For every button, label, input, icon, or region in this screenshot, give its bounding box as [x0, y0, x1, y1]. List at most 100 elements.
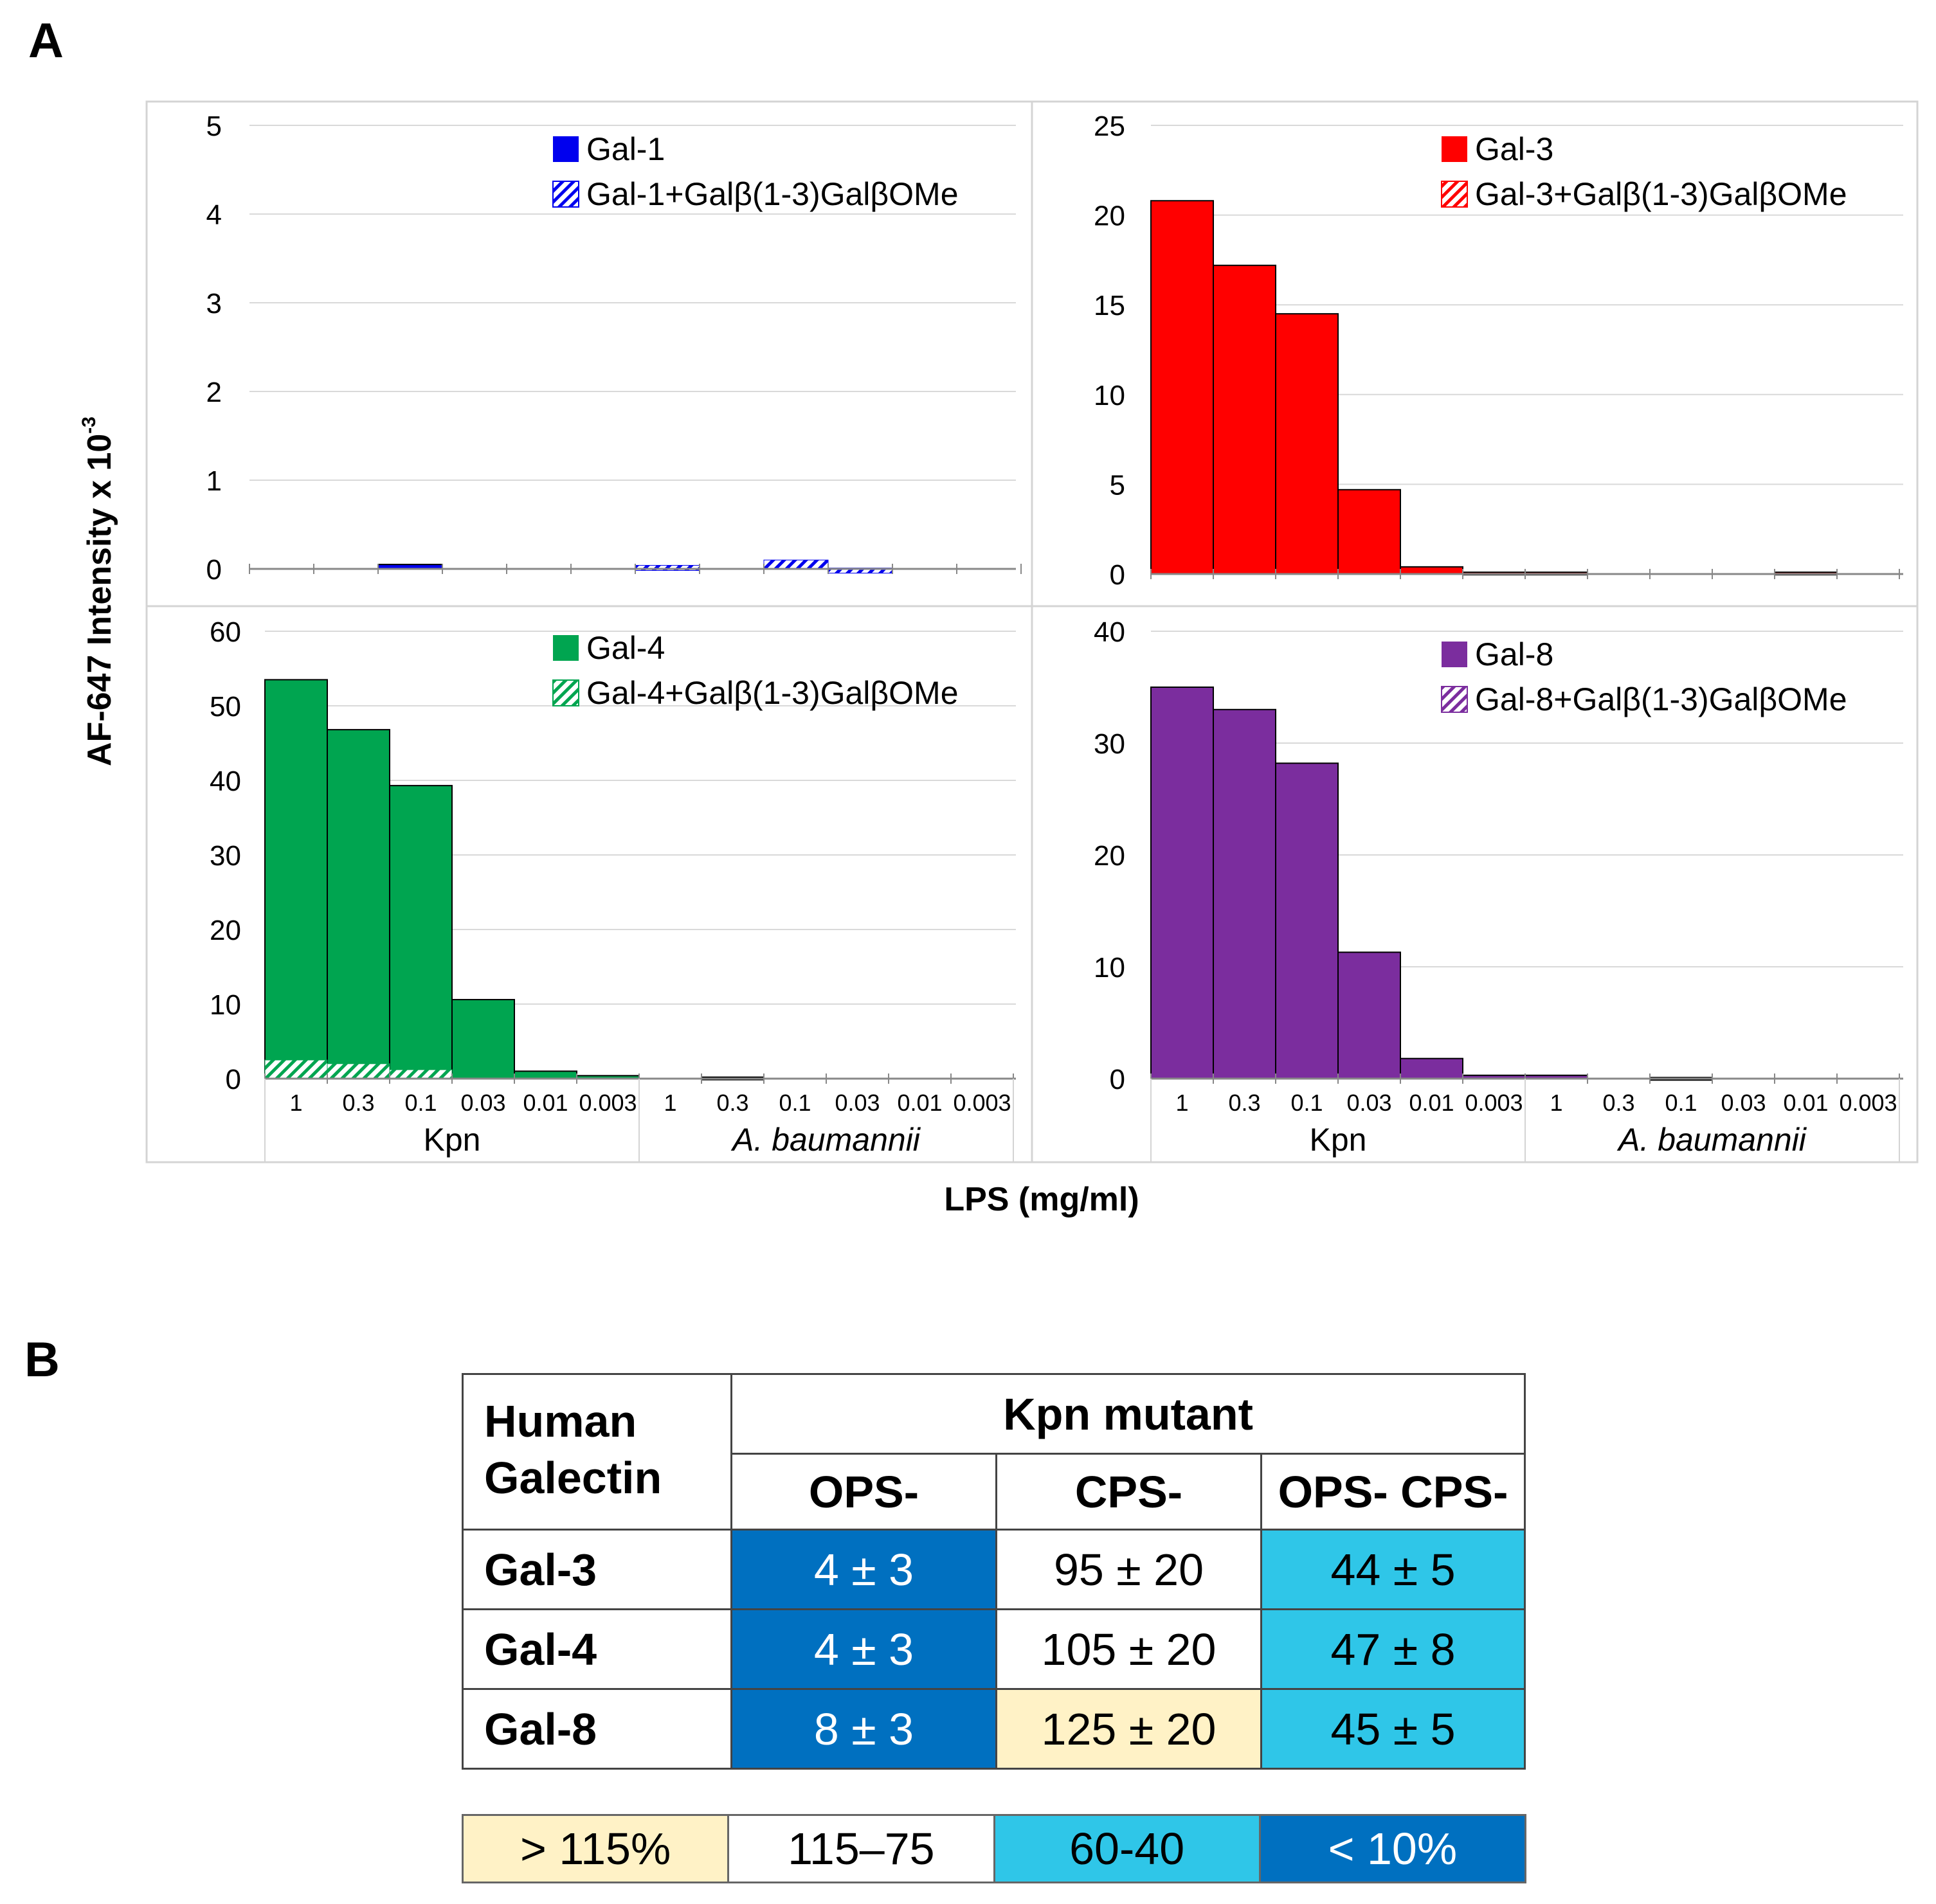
x-tick-label: 0.3 [1228, 1090, 1260, 1116]
legend-label: Gal-4+Galβ(1-3)GalβOMe [586, 675, 959, 711]
bar-gal-4-inhibited [264, 1059, 328, 1079]
bar-gal-8 [1400, 1057, 1463, 1080]
legend-swatch-hatched [552, 679, 579, 706]
x-tick-label: 1 [1550, 1090, 1562, 1116]
y-tick-label: 15 [1094, 290, 1125, 321]
legend-swatch-hatched [1441, 181, 1468, 208]
x-tick-label: 0.01 [523, 1090, 568, 1116]
chart-gal3: 0 5 10 15 20 25 Gal-3 Gal-3+Galβ(1-3)GalβOMe [1094, 111, 1903, 591]
kpn-mutant-header: Kpn mutant [730, 1373, 1526, 1455]
bar-gal-8 [1275, 762, 1339, 1079]
row-header-gal3: Gal-3 [462, 1529, 732, 1610]
cell-gal8-cps: 125 ± 20 [995, 1688, 1262, 1770]
bar-gal-1-inhibited [763, 559, 829, 570]
y-tick-label: 60 [210, 616, 241, 648]
y-tick-label: 0 [206, 554, 222, 586]
x-tick-label: 0.01 [1409, 1090, 1454, 1116]
y-tick-label: 10 [1094, 952, 1125, 983]
cell-gal4-cps: 105 ± 20 [995, 1608, 1262, 1690]
cell-gal3-ops: 4 ± 3 [730, 1529, 997, 1610]
panel-a-label: A [28, 13, 64, 68]
x-tick-label: 0.03 [1346, 1090, 1391, 1116]
x-tick-label: 0.003 [1465, 1090, 1523, 1116]
table-row: Gal-8 8 ± 3 125 ± 20 45 ± 5 [462, 1688, 1526, 1770]
bar-gal-8 [1337, 951, 1401, 1079]
cell-gal4-ops: 4 ± 3 [730, 1608, 997, 1690]
y-axis-label: AF-647 Intensity x 10-3 [78, 417, 118, 766]
y-tick-label: 4 [206, 199, 222, 231]
group-label: Kpn [424, 1122, 481, 1158]
panel-a-charts: AF-647 Intensity x 10-3 LPS (mg/ml) 0 1 2 3… [78, 100, 1919, 1218]
bar-gal-3 [1400, 566, 1463, 575]
bar-gal-3 [1213, 264, 1276, 575]
y-tick-label: 20 [210, 915, 241, 946]
bar-gal-4 [514, 1070, 577, 1080]
cell-gal8-ops: 8 ± 3 [730, 1688, 997, 1770]
legend-label: Gal-1 [586, 131, 665, 167]
y-tick-label: 10 [1094, 380, 1125, 411]
y-tick-label: 1 [206, 465, 222, 497]
legend-label: Gal-3 [1475, 131, 1553, 167]
bar-gal-4 [389, 785, 453, 1079]
legend-swatch [553, 635, 579, 661]
x-tick-label: 0.03 [835, 1090, 880, 1116]
chart-gal4: 0 10 20 30 40 50 60 1 0.3 0.1 0.03 0.01 0.003 1 0.3 0.1… [210, 616, 1016, 1162]
bar-gal-4-inhibited [327, 1063, 390, 1079]
bar-gal-4 [327, 729, 390, 1079]
x-tick-label: 0.03 [1721, 1090, 1766, 1116]
legend-above-115: > 115% [461, 1814, 730, 1883]
legend-below-10: < 10% [1258, 1814, 1527, 1883]
x-tick-label: 1 [289, 1090, 302, 1116]
y-axis-label-group: AF-647 Intensity x 10-3 [78, 417, 118, 766]
bar-gal-3 [1275, 313, 1339, 575]
y-tick-label: 3 [206, 288, 222, 319]
y-tick-label: 50 [210, 691, 241, 723]
y-tick-label: 20 [1094, 840, 1125, 872]
y-tick-label: 20 [1094, 201, 1125, 232]
cell-gal3-ops-cps: 44 ± 5 [1260, 1529, 1526, 1610]
legend-115-75: 115–75 [727, 1814, 995, 1883]
bar-gal-3 [1337, 489, 1401, 575]
legend-label: Gal-8 [1475, 636, 1553, 672]
col-header-ops-cps: OPS- CPS- [1260, 1453, 1526, 1531]
x-tick-label: 0.1 [779, 1090, 811, 1116]
x-tick-label: 1 [1175, 1090, 1188, 1116]
binding-table: Human Galectin Kpn mutant OPS- CPS- OPS- … [462, 1373, 1526, 1770]
bar-gal-3 [1150, 200, 1214, 575]
y-tick-label: 5 [1110, 469, 1125, 501]
x-tick-label: 0.1 [404, 1090, 437, 1116]
table-row: Gal-3 4 ± 3 95 ± 20 44 ± 5 [462, 1529, 1526, 1610]
y-tick-label: 30 [1094, 728, 1125, 760]
table-row: Gal-4 4 ± 3 105 ± 20 47 ± 8 [462, 1608, 1526, 1690]
y-tick-label: 30 [210, 840, 241, 872]
legend-swatch-hatched [552, 181, 579, 208]
corner-line-2: Galectin [484, 1453, 662, 1503]
x-tick-label: 0.003 [579, 1090, 637, 1116]
x-tick-label: 0.01 [1783, 1090, 1828, 1116]
legend-label: Gal-4 [586, 630, 665, 666]
bar-gal-4 [451, 999, 515, 1080]
x-tick-label: 0.3 [1602, 1090, 1634, 1116]
group-label: A. baumannii [730, 1122, 921, 1158]
x-tick-label: 0.01 [897, 1090, 942, 1116]
x-tick-label: 0.3 [716, 1090, 748, 1116]
chart-gal1: 0 1 2 3 4 5 Gal-1 Gal-1+Galβ(1-3)GalβOMe [206, 111, 1022, 586]
legend-label: Gal-8+Galβ(1-3)GalβOMe [1475, 681, 1847, 717]
cell-gal4-ops-cps: 47 ± 8 [1260, 1608, 1526, 1690]
group-label: A. baumannii [1616, 1122, 1807, 1158]
col-header-cps: CPS- [995, 1453, 1262, 1531]
legend-swatch [553, 136, 579, 162]
chart-gal8: 0 10 20 30 40 1 0.3 0.1 0.03 0.01 0.003 1 0.3 0.1 0.03… [1094, 616, 1903, 1162]
y-tick-label: 10 [210, 989, 241, 1021]
row-header-gal4: Gal-4 [462, 1608, 732, 1690]
legend-swatch-hatched [1441, 686, 1468, 713]
x-tick-label: 1 [664, 1090, 676, 1116]
col-header-ops: OPS- [730, 1453, 997, 1531]
legend-swatch [1442, 642, 1467, 667]
x-tick-label: 0.1 [1665, 1090, 1697, 1116]
y-tick-label: 0 [1110, 559, 1125, 591]
x-tick-label: 0.03 [460, 1090, 505, 1116]
y-tick-label: 40 [210, 766, 241, 797]
x-tick-label: 0.1 [1290, 1090, 1323, 1116]
legend-label: Gal-3+Galβ(1-3)GalβOMe [1475, 176, 1847, 212]
